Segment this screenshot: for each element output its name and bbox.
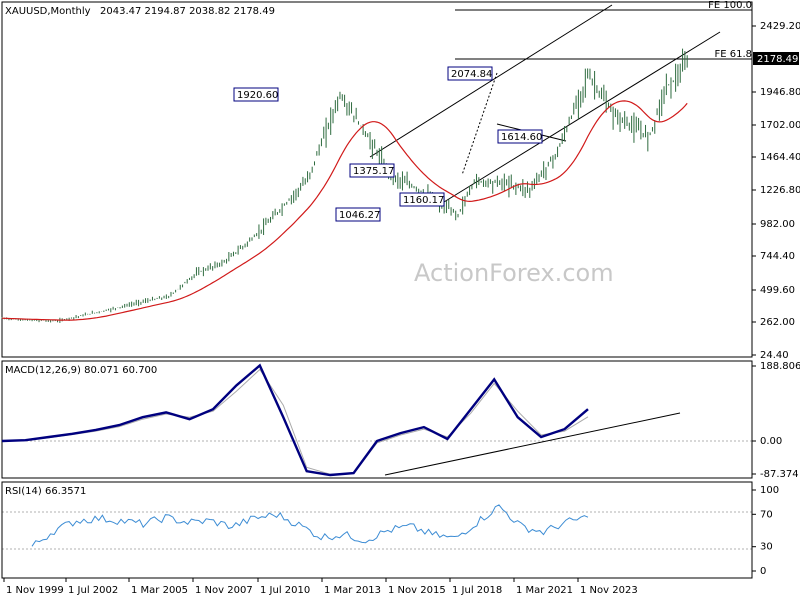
macd-panel: MACD(12,26,9) 80.071 60.700 188.806 0.00 -… [1, 360, 800, 480]
swing-label-box [399, 192, 445, 207]
fibonacci-extension-lines: FE 100.0 FE 61.8 [455, 0, 752, 60]
time-tick-label: 1 Jul 2010 [260, 585, 310, 596]
fe-label: FE 61.8 [714, 49, 752, 60]
swing-label-text: 1160.17 [403, 195, 444, 206]
price-tick-label: 1702.00 [760, 120, 800, 131]
macd-signal-line [1, 368, 589, 475]
price-y-axis: 2429.20 1946.80 1702.00 1464.40 1226.80 982.0… [752, 21, 800, 361]
time-tick-label: 1 Mar 2021 [516, 585, 573, 596]
price-tick-label: 1946.80 [760, 87, 800, 98]
channel-line [443, 31, 721, 203]
macd-title: MACD(12,26,9) 80.071 60.700 [5, 365, 157, 376]
rsi-tick-label: 70 [760, 509, 773, 520]
channel-line [369, 4, 613, 158]
price-tick-label: 24.40 [760, 350, 789, 361]
swing-label-text: 1375.17 [353, 166, 394, 177]
swing-label-text: 1614.60 [501, 132, 542, 143]
price-tick-label: 1464.40 [760, 152, 800, 163]
price-tick-label: 499.60 [760, 285, 795, 296]
swing-label-box [233, 87, 279, 102]
time-tick-label: 1 Nov 2007 [195, 585, 253, 596]
swing-label-text: 1046.27 [339, 210, 380, 221]
swing-label-box [497, 129, 543, 144]
rsi-y-axis: 100 70 30 0 [752, 485, 779, 577]
moving-average-line [1, 100, 688, 321]
macd-main-line [1, 363, 589, 477]
price-bars [1, 48, 688, 323]
rsi-line [31, 504, 589, 547]
ohlc-values: 2043.47 2194.87 2038.82 2178.49 [100, 6, 275, 17]
time-tick-label: 1 Jul 2002 [68, 585, 118, 596]
swing-label-box [349, 163, 395, 178]
macd-tick-label: -87.374 [760, 469, 799, 480]
price-panel: XAUUSD,Monthly 2043.47 2194.87 2038.82 2… [1, 0, 800, 361]
time-tick-label: 1 Nov 2015 [388, 585, 446, 596]
time-tick-label: 1 Nov 1999 [6, 585, 64, 596]
price-tick-label: 982.00 [760, 219, 795, 230]
price-panel-frame [1, 1, 753, 358]
macd-panel-frame [1, 360, 753, 479]
time-tick-label: 1 Nov 2023 [580, 585, 638, 596]
swing-point-labels: 1920.60 1375.17 1046.27 1160.17 2074.84 1614.… [233, 66, 543, 222]
swing-label-box [447, 66, 493, 81]
time-axis: 1 Nov 1999 1 Jul 2002 1 Mar 2005 1 Nov 2007… [3, 578, 638, 596]
time-tick-label: 1 Mar 2005 [131, 585, 188, 596]
rsi-tick-label: 100 [760, 485, 779, 496]
macd-tick-label: 0.00 [760, 436, 782, 447]
price-tick-label: 744.40 [760, 251, 795, 262]
current-price-badge-bg [753, 52, 799, 65]
rsi-panel-frame [1, 481, 753, 579]
price-tick-label: 2429.20 [760, 21, 800, 32]
swing-dashed-line [461, 72, 498, 176]
macd-tick-label: 188.806 [760, 361, 800, 372]
symbol-label: XAUUSD,Monthly [5, 6, 91, 17]
rsi-tick-label: 0 [760, 566, 766, 577]
swing-label-box [335, 207, 381, 222]
rsi-title: RSI(14) 66.3571 [5, 486, 86, 497]
time-tick-label: 1 Jul 2018 [452, 585, 502, 596]
current-price-badge: 2178.49 [753, 52, 799, 65]
swing-label-text: 1920.60 [237, 90, 278, 101]
fe-label: FE 100.0 [708, 0, 752, 11]
current-price-badge-text: 2178.49 [757, 54, 798, 65]
swing-label-text: 2074.84 [451, 69, 492, 80]
rsi-panel: RSI(14) 66.3571 100 70 30 0 [1, 481, 779, 579]
price-tick-label: 1226.80 [760, 185, 800, 196]
macd-support-trendline [384, 412, 681, 476]
macd-y-axis: 188.806 0.00 -87.374 [752, 361, 800, 480]
watermark: ActionForex.com [414, 259, 614, 287]
price-tick-label: 262.00 [760, 317, 795, 328]
rsi-tick-label: 30 [760, 542, 773, 553]
time-tick-label: 1 Mar 2013 [324, 585, 381, 596]
